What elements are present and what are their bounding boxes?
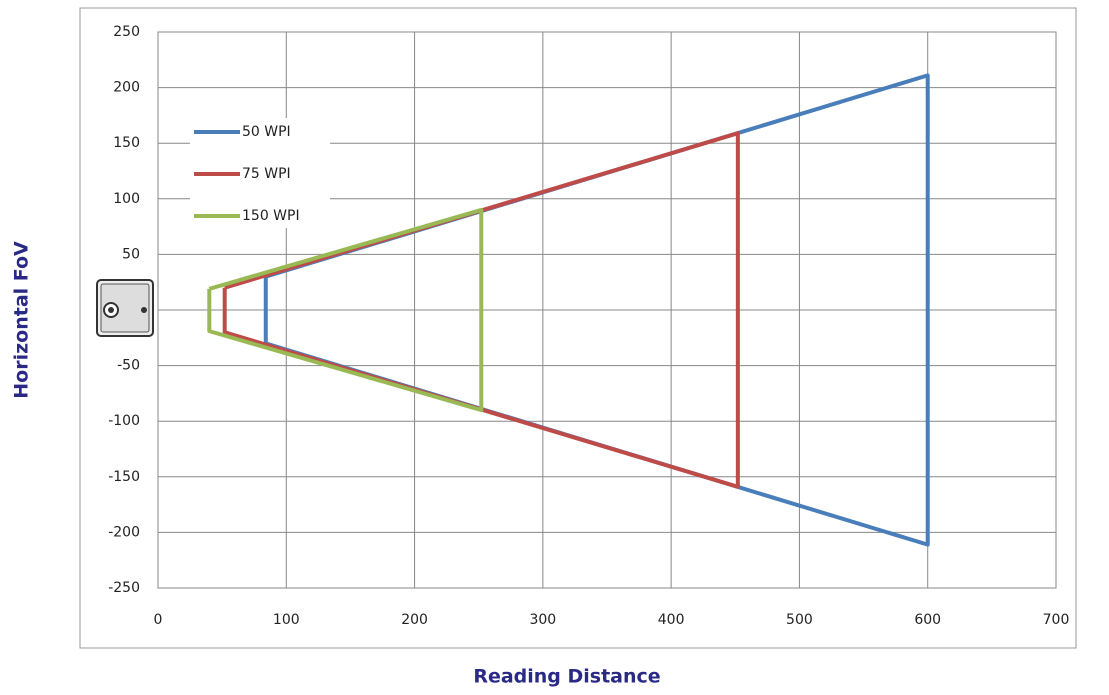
device-icon [96,279,154,337]
legend-label: 50 WPI [242,124,291,140]
legend-label: 75 WPI [242,166,291,182]
x-tick-label: 400 [658,612,685,628]
x-tick-label: 500 [786,612,813,628]
plot-area: -250-200-150-100-50050100150200250010020… [108,24,1069,628]
y-tick-label: 150 [113,135,140,151]
x-tick-label: 100 [273,612,300,628]
x-axis-title: Reading Distance [473,666,660,688]
y-tick-label: -50 [117,358,140,374]
y-axis-title: Horizontal FoV [11,241,33,399]
y-tick-label: -150 [108,469,140,485]
y-tick-label: 50 [122,246,140,262]
x-tick-label: 600 [914,612,941,628]
y-tick-label: 200 [113,80,140,96]
y-tick-label: -200 [108,524,140,540]
legend-label: 150 WPI [242,208,300,224]
y-tick-label: 100 [113,191,140,207]
x-tick-label: 0 [154,612,163,628]
series-line [222,131,740,489]
y-tick-label: -250 [108,580,140,596]
series-line [207,207,484,413]
x-tick-label: 300 [529,612,556,628]
y-tick-label: -100 [108,413,140,429]
x-tick-label: 200 [401,612,428,628]
y-tick-label: 250 [113,24,140,40]
x-tick-label: 700 [1043,612,1070,628]
